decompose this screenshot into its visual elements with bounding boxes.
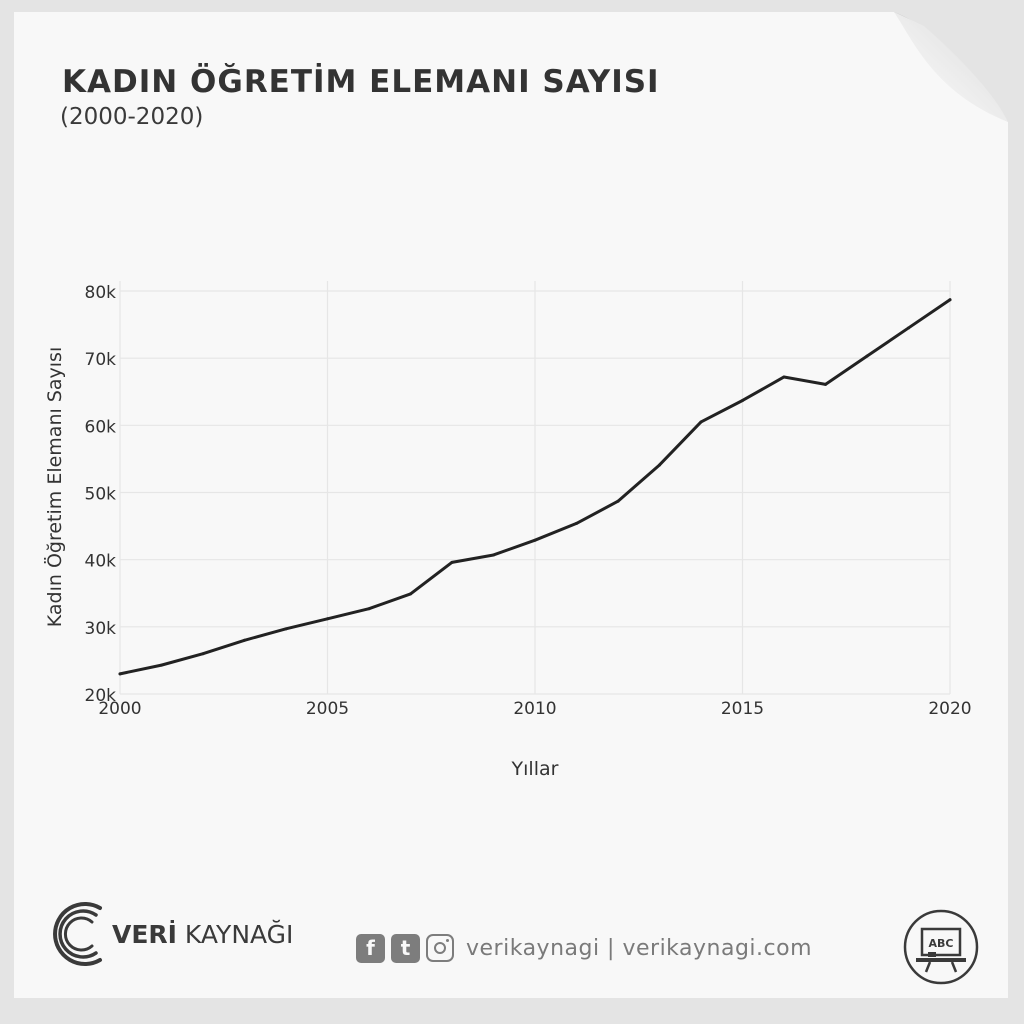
data-point: [741, 398, 744, 402]
data-point: [658, 463, 661, 467]
data-point: [907, 326, 910, 330]
x-tick-label: 2015: [721, 699, 764, 719]
y-tick-label: 70k: [85, 350, 117, 370]
data-point: [865, 354, 869, 358]
social-handle[interactable]: verikaynagi | verikaynagi.com: [466, 935, 813, 961]
page-curl: [894, 12, 1008, 122]
x-tick-label: 2010: [513, 699, 556, 719]
data-point: [118, 672, 122, 676]
y-tick-label: 80k: [85, 283, 117, 303]
x-axis-label: Yıllar: [511, 758, 559, 780]
grid-layer: [119, 281, 951, 695]
y-tick-label: 50k: [85, 485, 117, 505]
facebook-icon[interactable]: f: [356, 933, 385, 963]
series-layer: [118, 298, 952, 676]
twitter-icon[interactable]: t: [391, 933, 420, 963]
y-tick-label: 30k: [85, 619, 117, 639]
badge-text: ABC: [929, 937, 954, 950]
data-point: [326, 617, 329, 621]
axis-layer: 20k 30k 40k 50k 60k 70k 80k 2000 2005 2010 2015 202…: [85, 283, 972, 719]
page-subtitle: (2000-2020): [60, 104, 204, 130]
data-point: [243, 638, 246, 642]
social-links: f t verikaynagi | verikaynagi.com: [356, 930, 812, 966]
brand-logo: VERİ KAYNAĞI: [40, 898, 293, 970]
data-point: [201, 652, 205, 656]
data-point: [367, 607, 371, 611]
y-tick-label: 60k: [85, 417, 117, 437]
paper-background: [14, 12, 1008, 998]
y-tick-label: 20k: [85, 686, 117, 706]
x-tick-label: 2000: [98, 699, 141, 719]
data-point: [160, 663, 163, 667]
data-point: [948, 298, 952, 302]
data-point: [824, 382, 827, 386]
brand-name: VERİ KAYNAĞI: [112, 919, 294, 949]
data-point: [616, 499, 620, 503]
x-tick-label: 2005: [306, 699, 349, 719]
data-point: [575, 521, 578, 525]
abc-board-icon: ABC: [903, 909, 979, 985]
data-point: [782, 375, 786, 379]
instagram-icon[interactable]: [426, 934, 454, 962]
data-point: [284, 627, 288, 631]
y-axis-label: Kadın Öğretim Elemanı Sayısı: [43, 347, 66, 627]
y-tick-label: 40k: [85, 552, 117, 572]
data-point: [450, 560, 454, 564]
x-tick-label: 2020: [928, 699, 971, 719]
brand-arc-icon: [53, 902, 102, 966]
page-title: KADIN ÖĞRETİM ELEMANI SAYISI: [62, 64, 660, 100]
data-point: [533, 538, 537, 542]
data-point: [492, 553, 495, 557]
data-point: [409, 592, 412, 596]
data-point: [699, 420, 703, 424]
